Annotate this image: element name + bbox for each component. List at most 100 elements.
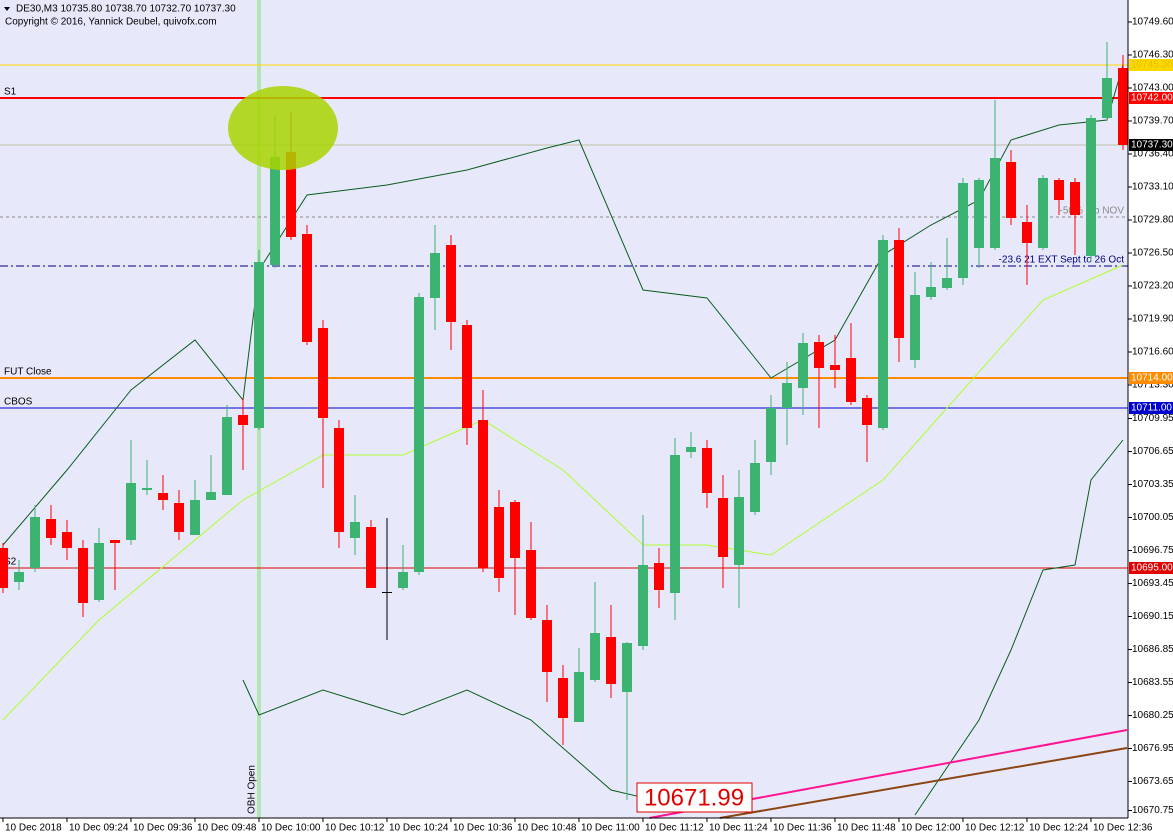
- y-tick-label: 10713.30: [1132, 380, 1173, 391]
- candle-body: [1054, 180, 1064, 200]
- y-tick-label: 10709.95: [1132, 413, 1173, 424]
- y-tick-label: 10703.35: [1132, 479, 1173, 490]
- candle-body: [942, 278, 952, 288]
- indicator-line: [914, 439, 1124, 816]
- level-label-bg: [1129, 92, 1173, 104]
- x-tick-label: 10 Dec 12:12: [965, 823, 1025, 834]
- candle-body: [334, 428, 344, 532]
- level-label: 10714.00: [1131, 373, 1173, 384]
- candle-body: [94, 543, 104, 600]
- candle-body: [254, 262, 264, 428]
- y-tick-label: 10700.05: [1132, 512, 1173, 523]
- y-tick-label: 10749.60: [1132, 17, 1173, 28]
- candle-body: [142, 488, 152, 490]
- x-tick-label: 10 Dec 10:24: [389, 823, 449, 834]
- candle-body: [558, 678, 568, 718]
- y-tick-label: 10680.25: [1132, 710, 1173, 721]
- candle-body: [1006, 162, 1016, 218]
- y-tick-label: 10729.80: [1132, 215, 1173, 226]
- level-label: 10745.30: [1131, 60, 1173, 71]
- candle-body: [702, 448, 712, 493]
- candle-body: [926, 287, 936, 297]
- y-tick-label: 10673.65: [1132, 776, 1173, 787]
- candle-body: [366, 527, 376, 588]
- y-tick-label: 10683.55: [1132, 677, 1173, 688]
- y-tick-label: 10696.75: [1132, 545, 1173, 556]
- candle-body: [350, 522, 360, 538]
- candle-body: [1022, 222, 1032, 243]
- level-label: 10737.30: [1131, 140, 1173, 151]
- level-name: FUT Close: [4, 367, 52, 378]
- candle-body: [958, 183, 968, 278]
- y-tick-label: 10676.95: [1132, 743, 1173, 754]
- candle-body: [574, 672, 584, 722]
- candle-body: [750, 463, 760, 512]
- y-tick-label: 10726.50: [1132, 248, 1173, 259]
- candle-body: [830, 365, 840, 370]
- candle-body: [974, 180, 984, 248]
- x-tick-label: 10 Dec 11:12: [645, 823, 704, 834]
- chart-title: DE30,M3 10735.80 10738.70 10732.70 10737…: [16, 4, 236, 15]
- y-tick-label: 10746.30: [1132, 50, 1173, 61]
- trend-line: [719, 747, 1128, 819]
- candle-body: [398, 572, 408, 588]
- candle-body: [382, 592, 392, 593]
- candle-body: [766, 408, 776, 462]
- candle-body: [1118, 68, 1128, 145]
- candle-body: [478, 420, 488, 568]
- y-tick-label: 10723.20: [1132, 281, 1173, 292]
- level-name: CBOS: [4, 397, 33, 408]
- candle-body: [494, 507, 504, 578]
- level-label: 10742.00: [1131, 93, 1173, 104]
- x-tick-label: 10 Dec 09:36: [133, 823, 193, 834]
- event-label: OBH Open: [247, 765, 258, 814]
- candle-body: [414, 297, 424, 572]
- candle-body: [654, 563, 664, 590]
- x-tick-label: 10 Dec 10:48: [517, 823, 577, 834]
- y-tick-label: 10686.85: [1132, 644, 1173, 655]
- copyright: Copyright © 2016, Yannick Deubel, quivof…: [5, 17, 217, 28]
- level-name: S1: [4, 87, 17, 98]
- menu-triangle: [4, 7, 10, 11]
- candle-body: [1102, 78, 1112, 118]
- candle-body: [46, 519, 56, 538]
- candle-body: [158, 493, 168, 500]
- candle-body: [222, 417, 232, 495]
- x-tick-label: 10 Dec 11:24: [709, 823, 768, 834]
- level-label-bg: [1129, 139, 1173, 151]
- level-name: S2: [4, 557, 17, 568]
- candle-body: [718, 498, 728, 557]
- x-tick-label: 10 Dec 10:12: [325, 823, 385, 834]
- candle-body: [622, 643, 632, 692]
- candle-body: [542, 620, 552, 672]
- candle-body: [782, 383, 792, 408]
- candle-body: [1086, 118, 1096, 256]
- candle-body: [462, 325, 472, 428]
- x-tick-label: 10 Dec 09:24: [69, 823, 129, 834]
- candle-body: [606, 637, 616, 684]
- candle-body: [78, 548, 88, 603]
- candle-body: [686, 447, 696, 452]
- top-layer: 10745.30 10742.00 10737.30 10714.00 10711.00…: [1129, 59, 1173, 574]
- x-tick-label: 10 Dec 11:36: [773, 823, 832, 834]
- candle-body: [14, 572, 24, 582]
- annotation-text: -23.6 21 EXT Sept to 26 Oct: [999, 255, 1125, 266]
- candle-body: [62, 532, 72, 548]
- candle-body: [238, 415, 248, 425]
- y-tick-label: 10739.70: [1132, 116, 1173, 127]
- candle-body: [670, 455, 680, 593]
- x-tick-label: 10 Dec 11:48: [837, 823, 896, 834]
- candle-body: [590, 633, 600, 680]
- candle-body: [894, 240, 904, 338]
- x-tick-label: 10 Dec 10:00: [261, 823, 321, 834]
- y-tick-label: 10693.45: [1132, 578, 1173, 589]
- x-tick-label: 10 Dec 2018: [5, 823, 62, 834]
- x-tick-label: 10 Dec 09:48: [197, 823, 257, 834]
- indicator-line: [242, 679, 676, 806]
- candle-body: [878, 240, 888, 428]
- x-tick-label: 10 Dec 12:24: [1029, 823, 1089, 834]
- y-tick-label: 10719.90: [1132, 314, 1173, 325]
- x-tick-label: 10 Dec 12:36: [1093, 823, 1153, 834]
